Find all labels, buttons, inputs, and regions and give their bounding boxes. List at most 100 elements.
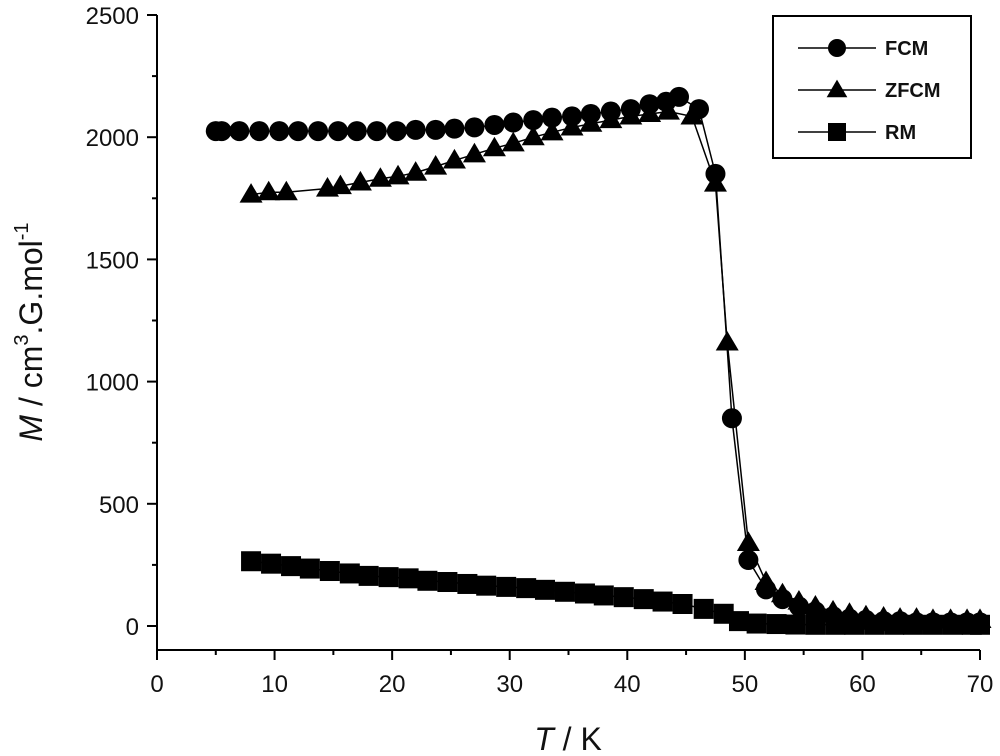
y-tick-label: 1500 xyxy=(86,247,139,274)
x-tick-label: 30 xyxy=(496,671,523,698)
data-point-fcm xyxy=(249,121,270,142)
data-point-zfcm xyxy=(579,112,603,132)
x-tick-label: 40 xyxy=(614,671,641,698)
data-point-rm xyxy=(884,614,905,635)
data-point-zfcm xyxy=(680,104,704,125)
data-point-rm xyxy=(785,614,806,635)
data-point-rm xyxy=(281,556,302,577)
data-point-rm xyxy=(261,553,282,574)
data-point-fcm xyxy=(229,121,250,142)
data-point-rm xyxy=(728,611,749,632)
data-point-rm xyxy=(825,614,846,635)
data-point-zfcm xyxy=(348,170,372,191)
y-tick-label: 0 xyxy=(126,614,139,641)
x-axis-title: T / K xyxy=(534,721,602,756)
y-tick-label: 500 xyxy=(99,492,139,519)
data-point-rm xyxy=(672,594,693,615)
data-point-fcm xyxy=(269,121,290,142)
data-point-rm xyxy=(437,572,458,593)
legend-box xyxy=(772,15,972,159)
data-point-zfcm xyxy=(787,590,811,610)
y-axis-sup-3: 3 xyxy=(11,334,33,345)
data-point-rm xyxy=(864,614,885,635)
x-tick-label: 10 xyxy=(261,671,288,698)
x-axis-var: T xyxy=(534,721,556,756)
data-point-fcm xyxy=(523,110,544,131)
data-point-zfcm xyxy=(540,120,564,141)
data-point-rm xyxy=(398,568,419,589)
data-point-rm xyxy=(534,579,555,600)
data-point-zfcm xyxy=(386,164,410,185)
x-tick-label: 0 xyxy=(150,671,163,698)
data-point-zfcm xyxy=(274,180,298,201)
data-point-fcm xyxy=(308,121,329,142)
data-point-rm xyxy=(922,614,943,635)
data-point-rm xyxy=(574,583,595,604)
data-point-rm xyxy=(693,598,714,619)
data-point-rm xyxy=(766,614,787,635)
data-point-zfcm xyxy=(803,594,827,615)
y-axis-var: M xyxy=(13,415,49,442)
data-point-zfcm xyxy=(736,531,760,551)
y-axis-unit: / cm xyxy=(13,346,49,415)
data-point-rm xyxy=(358,565,379,586)
data-point-zfcm xyxy=(656,100,680,120)
x-tick-label: 20 xyxy=(379,671,406,698)
data-point-zfcm xyxy=(560,115,584,136)
data-point-zfcm xyxy=(703,172,727,192)
data-point-zfcm xyxy=(599,108,623,129)
legend-label-zfcm: ZFCM xyxy=(885,80,941,102)
legend: FCM ZFCM RM xyxy=(772,15,972,159)
data-point-zfcm xyxy=(482,136,506,157)
data-point-fcm xyxy=(211,121,232,142)
data-point-zfcm xyxy=(239,183,263,203)
y-axis-title: M / cm3.G.mol-1 xyxy=(11,222,49,441)
data-point-zfcm xyxy=(368,167,392,187)
data-point-zfcm xyxy=(442,148,466,169)
legend-label-rm: RM xyxy=(885,122,916,144)
data-point-rm xyxy=(339,563,360,584)
data-point-rm xyxy=(457,573,478,594)
data-point-fcm xyxy=(721,408,742,429)
data-point-rm xyxy=(516,578,537,599)
data-point-rm xyxy=(844,614,865,635)
data-point-fcm xyxy=(464,117,485,138)
data-point-zfcm xyxy=(521,125,545,146)
data-point-rm xyxy=(554,581,575,602)
data-point-rm xyxy=(633,589,654,610)
data-point-zfcm xyxy=(619,104,643,125)
data-point-rm xyxy=(902,614,923,635)
data-point-rm xyxy=(299,558,320,579)
data-point-rm xyxy=(593,585,614,606)
data-point-fcm xyxy=(328,121,349,142)
data-point-rm xyxy=(746,613,767,634)
data-point-fcm xyxy=(386,121,407,142)
data-point-zfcm xyxy=(715,330,739,351)
data-point-zfcm xyxy=(462,142,486,163)
series-fcm xyxy=(205,86,990,633)
data-point-fcm xyxy=(444,118,465,139)
x-tick-label: 70 xyxy=(967,671,994,698)
x-tick-label: 50 xyxy=(732,671,759,698)
data-point-zfcm xyxy=(754,570,778,591)
series-rm xyxy=(241,551,990,635)
x-tick-label: 60 xyxy=(849,671,876,698)
series-line-fcm xyxy=(215,96,980,624)
data-point-fcm xyxy=(425,119,446,140)
data-point-fcm xyxy=(484,114,505,135)
y-axis-mid: .G.mol xyxy=(13,240,49,334)
data-point-rm xyxy=(378,567,399,588)
data-point-rm xyxy=(496,576,517,597)
data-point-zfcm xyxy=(328,174,352,195)
data-point-zfcm xyxy=(770,582,794,603)
y-tick-label: 1000 xyxy=(86,370,139,397)
y-tick-label: 2500 xyxy=(86,3,139,30)
data-point-rm xyxy=(241,551,262,572)
series-zfcm xyxy=(239,100,992,628)
data-point-rm xyxy=(613,587,634,608)
data-point-rm xyxy=(970,614,990,635)
legend-marker-fcm xyxy=(828,39,846,57)
data-point-fcm xyxy=(542,107,563,128)
